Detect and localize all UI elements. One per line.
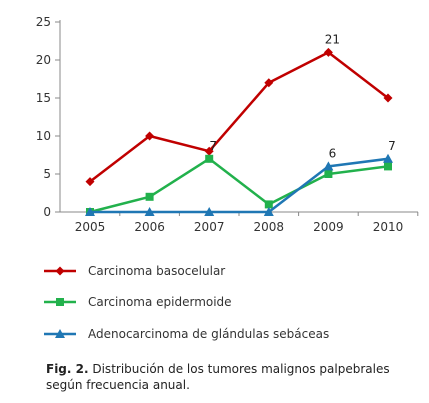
legend-item-1: Carcinoma basocelular <box>44 264 225 278</box>
data-point <box>383 153 393 163</box>
data-point <box>204 146 214 156</box>
x-tick-label: 2007 <box>194 220 225 234</box>
y-tick-label: 10 <box>36 129 51 143</box>
data-point <box>204 207 215 216</box>
x-tick-label: 2005 <box>75 220 106 234</box>
caption-label: Fig. 2. <box>46 362 89 376</box>
data-point <box>85 177 95 187</box>
chart-series <box>85 47 393 216</box>
legend-label: Carcinoma basocelular <box>88 264 225 278</box>
legend-marker <box>55 329 65 338</box>
y-tick-label: 15 <box>36 91 51 105</box>
data-label: 21 <box>325 32 340 46</box>
series-line <box>89 157 389 214</box>
series-line <box>90 157 389 214</box>
data-point <box>383 93 393 103</box>
line-chart: 0 5 10 15 20 25 2005 2006 2007 2008 2009 2010 21 7 6… <box>36 15 419 341</box>
data-point <box>144 207 155 216</box>
data-point <box>323 47 333 57</box>
y-tick-label: 0 <box>43 205 51 219</box>
legend-item-3: Adenocarcinoma de glándulas sebáceas <box>44 327 329 341</box>
y-tick-label: 20 <box>36 53 51 67</box>
caption-text: Distribución de los tumores malignos pal… <box>46 362 390 392</box>
x-tick-label: 2008 <box>254 220 285 234</box>
chart-legend: Carcinoma basocelular Carcinoma epidermoi… <box>44 264 329 341</box>
x-tick-label: 2009 <box>313 220 344 234</box>
series-3 <box>85 153 393 216</box>
data-point <box>323 161 334 171</box>
x-axis-ticks: 2005 2006 2007 2008 2009 2010 <box>75 212 419 234</box>
data-point <box>145 192 154 201</box>
data-label: 7 <box>388 139 396 153</box>
data-point <box>324 170 333 178</box>
legend-marker <box>55 266 65 276</box>
figure-caption: Fig. 2. Distribución de los tumores mali… <box>46 361 424 393</box>
data-point <box>264 78 274 88</box>
legend-label: Adenocarcinoma de glándulas sebáceas <box>88 327 329 341</box>
y-tick-label: 5 <box>43 167 51 181</box>
series-line <box>89 51 389 183</box>
legend-marker <box>56 298 64 306</box>
x-tick-label: 2010 <box>373 220 404 234</box>
data-label: 7 <box>209 139 217 153</box>
legend-item-2: Carcinoma epidermoide <box>44 295 232 309</box>
series-1 <box>85 47 393 187</box>
data-point <box>145 131 155 141</box>
y-tick-label: 25 <box>36 15 51 29</box>
data-point <box>205 154 214 163</box>
data-label: 6 <box>329 146 337 160</box>
data-point <box>264 200 273 209</box>
data-point <box>85 207 95 216</box>
data-point <box>384 162 392 171</box>
legend-label: Carcinoma epidermoide <box>88 295 232 309</box>
x-tick-label: 2006 <box>134 220 165 234</box>
y-axis-ticks: 0 5 10 15 20 25 <box>36 15 60 219</box>
data-point <box>263 207 274 216</box>
chart-annotations: 21 7 6 7 <box>209 32 395 160</box>
